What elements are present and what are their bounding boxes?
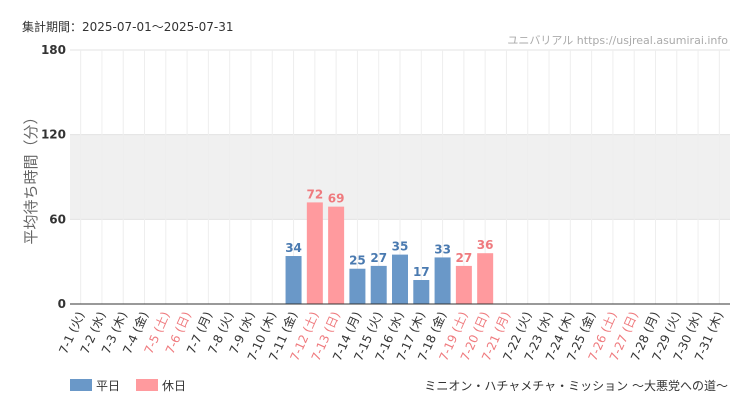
bar (434, 257, 451, 304)
bar (349, 268, 366, 304)
bar (455, 265, 472, 304)
data-label: 17 (413, 265, 430, 279)
data-label: 33 (434, 242, 451, 256)
period-text: 集計期間：2025-07-01〜2025-07-31 (22, 19, 233, 34)
data-label: 27 (456, 251, 473, 265)
y-tick-label: 60 (49, 212, 66, 226)
bar (328, 206, 345, 304)
bar (413, 280, 430, 304)
legend: 平日 休日 (70, 379, 186, 393)
bar (306, 202, 323, 304)
bar (477, 253, 494, 304)
y-tick-label: 0 (58, 297, 66, 311)
credit-text: ユニバリアル https://usjreal.asumirai.info (507, 34, 728, 47)
data-label: 36 (477, 238, 494, 252)
bar (285, 256, 302, 304)
data-label: 34 (285, 241, 302, 255)
data-labels: 34 72 69 25 27 35 17 33 27 36 (285, 187, 493, 279)
y-ticks: 0 60 120 180 (41, 43, 66, 311)
y-tick-label: 120 (41, 128, 66, 142)
attraction-subtitle: ミニオン・ハチャメチャ・ミッション 〜大悪党への道〜 (424, 378, 728, 393)
data-label: 72 (306, 187, 323, 201)
x-ticks: 7-1 (火)7-2 (水)7-3 (木)7-4 (金)7-5 (土)7-6 (… (56, 309, 726, 363)
legend-swatch-holiday (136, 379, 158, 391)
grid-lines (70, 49, 730, 304)
bars (285, 202, 494, 304)
legend-label-weekday: 平日 (96, 379, 120, 393)
legend-swatch-weekday (70, 379, 92, 391)
legend-label-holiday: 休日 (162, 379, 186, 393)
bar (370, 265, 387, 304)
data-label: 35 (392, 240, 409, 254)
bar (392, 254, 408, 304)
y-tick-label: 180 (41, 43, 66, 57)
y-axis-title: 平均待ち時間（分） (22, 109, 40, 244)
data-label: 25 (349, 254, 366, 268)
data-label: 69 (328, 192, 345, 206)
data-label: 27 (370, 251, 387, 265)
